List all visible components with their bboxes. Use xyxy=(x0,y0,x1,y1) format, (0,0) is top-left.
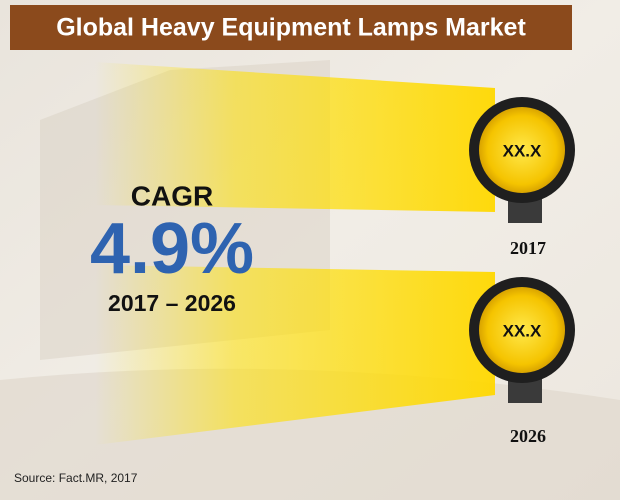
lamp-year: 2017 xyxy=(510,238,546,258)
lamp-value: XX.X xyxy=(503,321,542,340)
lamp-year: 2026 xyxy=(510,426,546,446)
cagr-label: CAGR xyxy=(131,180,213,211)
lamp-lens xyxy=(479,107,565,193)
lamp xyxy=(469,97,575,223)
light-beam xyxy=(95,62,495,212)
source: Source: Fact.MR, 2017 xyxy=(14,471,138,485)
lamp-value: XX.X xyxy=(503,141,542,160)
title: Global Heavy Equipment Lamps Market xyxy=(56,14,526,42)
title-bar xyxy=(10,5,572,50)
lamp-lens xyxy=(479,287,565,373)
cagr-period: 2017 – 2026 xyxy=(108,290,236,316)
lamp xyxy=(469,277,575,403)
cagr-value: 4.9% xyxy=(90,209,254,289)
light-beam xyxy=(95,265,495,445)
